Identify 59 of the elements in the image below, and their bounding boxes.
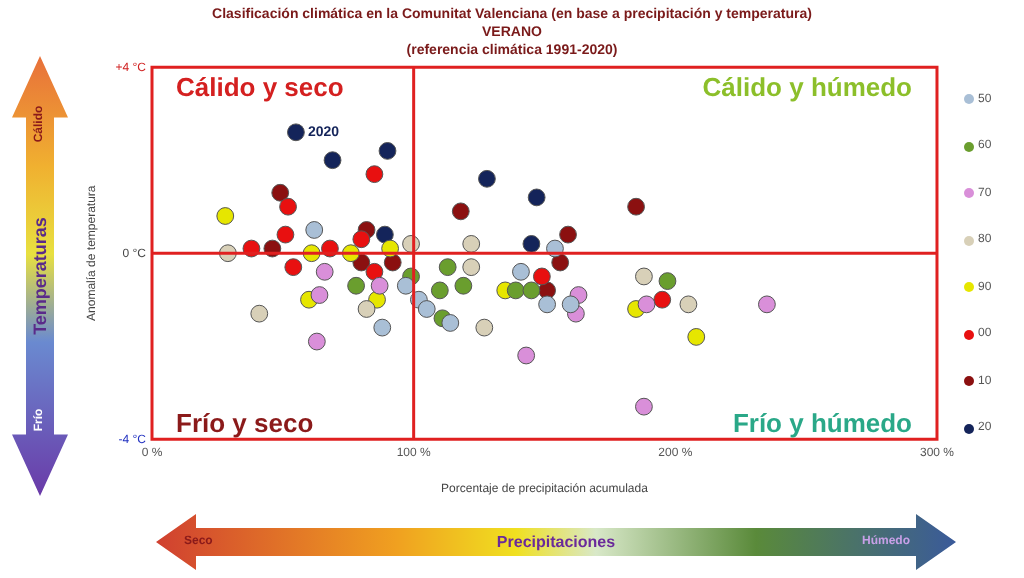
point [538,295,557,314]
point [627,197,645,216]
point [365,165,384,184]
point [271,183,290,202]
text: Temperaturas [30,217,50,335]
text: Precipitaciones [496,533,616,551]
point [347,276,365,295]
point [441,314,460,332]
point [635,267,653,286]
point [370,276,389,295]
annotation: Cálido y húmedo [702,72,912,102]
point [310,286,329,304]
point [284,258,303,277]
point [475,318,494,337]
point [527,188,546,207]
point [551,253,570,272]
point [522,235,541,253]
point [430,281,449,300]
point [417,300,436,318]
point [323,151,342,170]
point [279,197,297,216]
point [635,397,653,416]
point [522,281,541,300]
annotation: Cálido y seco [176,72,344,102]
point [637,295,656,314]
point [375,225,394,244]
annotation: Frío y húmedo [732,408,912,438]
point [307,332,326,351]
point [383,253,402,272]
point [451,202,470,221]
point [276,225,295,244]
point [532,267,551,286]
point [373,318,392,337]
point [758,295,776,314]
point [365,262,384,281]
point [250,304,269,323]
point [653,290,672,309]
point [287,123,305,142]
point [454,276,473,295]
point [305,221,324,239]
annotation: Frío y seco [176,408,314,438]
point [315,262,334,281]
point [559,225,577,244]
point [357,300,376,318]
point [561,295,580,314]
point [478,169,496,188]
point [438,258,457,277]
point [506,281,525,300]
point [378,142,397,160]
point [687,328,706,346]
point [462,235,481,253]
point [512,262,530,281]
point [658,272,677,290]
point [517,346,536,365]
point [679,295,698,314]
point [216,207,235,225]
point [352,230,371,249]
point [462,258,481,277]
point [396,276,415,295]
